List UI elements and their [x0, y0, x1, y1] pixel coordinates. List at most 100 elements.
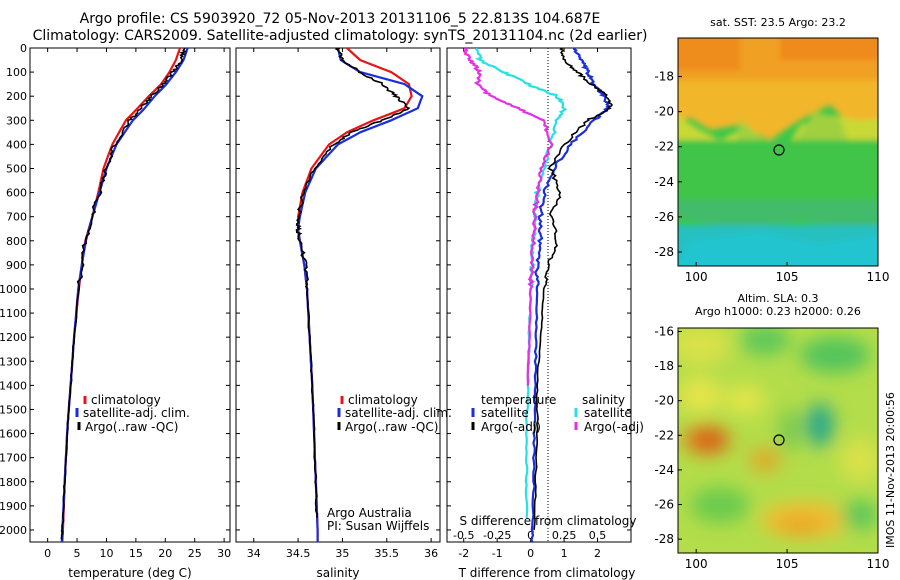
ytick-label: -22 [654, 428, 674, 442]
xtick-label-salinity: 0.25 [552, 529, 577, 542]
legend-label-t-argo: Argo(-adj) [481, 420, 541, 434]
xtick-label-salinity: -0.5 [453, 529, 474, 542]
series-line-argo-raw-qc- [60, 48, 188, 540]
xtick-label: 34 [247, 547, 261, 560]
xtick-label: 35.5 [375, 547, 400, 560]
ytick-label: 1800 [0, 476, 27, 489]
legend-label-argo: Argo(..raw -QC) [85, 420, 178, 434]
xtick-label-salinity: -0.25 [483, 529, 511, 542]
ytick-label: -26 [654, 498, 674, 512]
legend-label-satellite: satellite-adj. clim. [345, 406, 452, 420]
xtick-label: 0 [527, 547, 534, 560]
xtick-label: 0 [44, 547, 51, 560]
legend-group-salinity: salinity [582, 393, 625, 407]
xtick-label: 110 [867, 270, 890, 284]
difference-panel-frame [446, 47, 632, 543]
legend-label-climatology: climatology [348, 393, 418, 407]
argo-float-marker [773, 434, 785, 446]
xtick-label: 25 [188, 547, 202, 560]
ytick-label: 1100 [0, 307, 27, 320]
xtick-label: 10 [99, 547, 113, 560]
ytick-label: 300 [6, 114, 27, 127]
ytick-label: 1000 [0, 283, 27, 296]
sla-map-title-line2: Argo h1000: 0.23 h2000: 0.26 [695, 305, 861, 318]
argo-australia-label: Argo Australia [327, 506, 412, 520]
xtick-label: 35 [335, 547, 349, 560]
xtick-label: 2 [594, 547, 601, 560]
ytick-label: 0 [20, 42, 27, 55]
pi-label: PI: Susan Wijffels [327, 519, 429, 533]
xtick-label: 110 [867, 557, 890, 571]
series-line-argo-raw-qc- [295, 48, 411, 519]
temperature-panel-frame [29, 47, 231, 543]
ytick-label: 1700 [0, 452, 27, 465]
xtick-label: 34.5 [286, 547, 311, 560]
salinity-axes: 34 34.5 35 35.5 36 [236, 47, 440, 560]
ytick-label: 1300 [0, 355, 27, 368]
ytick-label: -20 [654, 105, 674, 119]
temperature-legend: climatology satellite-adj. clim. Argo(..… [75, 393, 190, 434]
xtick-label: 105 [776, 557, 799, 571]
ytick-label: -22 [654, 140, 674, 154]
ytick-label: -28 [654, 245, 674, 259]
argo-float-marker [773, 144, 785, 156]
ytick-label: 200 [6, 90, 27, 103]
difference-series [462, 48, 613, 542]
legend-label-s-satellite: satellite [584, 406, 632, 420]
ytick-label: -28 [654, 532, 674, 546]
difference-legend: temperature salinity satellite Argo(-adj… [471, 393, 644, 434]
ytick-label: -16 [654, 324, 674, 338]
sst-map [678, 38, 878, 266]
ytick-label: 1400 [0, 379, 27, 392]
ytick-label: 1500 [0, 403, 27, 416]
xtick-label: 100 [685, 270, 708, 284]
difference-axes: -2 -1 0 1 2 -0.5 -0.25 0 0.25 0.5 [447, 47, 631, 560]
temperature-series [60, 48, 189, 542]
temperature-xlabel: temperature (deg C) [68, 566, 191, 580]
temperature-axes: 0100200300400500600700800900100011001200… [0, 42, 231, 560]
xtick-label: 1 [561, 547, 568, 560]
legend-label-s-argo: Argo(-adj) [584, 420, 644, 434]
salinity-legend: climatology satellite-adj. clim. Argo(..… [327, 393, 452, 533]
ytick-label: 1200 [0, 331, 27, 344]
xtick-label: -2 [458, 547, 469, 560]
xtick-label: -1 [492, 547, 503, 560]
xtick-label: 20 [158, 547, 172, 560]
legend-label-argo: Argo(..raw -QC) [345, 420, 438, 434]
ytick-label: 1600 [0, 428, 27, 441]
ytick-label: -20 [654, 394, 674, 408]
salinity-panel-frame [235, 47, 441, 543]
xtick-label: 100 [685, 557, 708, 571]
xtick-label-salinity: 0 [527, 529, 534, 542]
sla-map-axes: 100 105 110 -16 -18 -20 -22 -24 -26 -28 [654, 324, 889, 571]
difference-xlabel: T difference from climatology [458, 566, 636, 580]
series-line-salinity-argo-adj- [462, 48, 554, 386]
xtick-label: 5 [74, 547, 81, 560]
ytick-label: -18 [654, 359, 674, 373]
legend-label-t-satellite: satellite [481, 406, 529, 420]
sla-map [678, 328, 878, 553]
figure-title-line1: Argo profile: CS 5903920_72 05-Nov-2013 … [79, 11, 601, 27]
salinity-xlabel: salinity [316, 566, 359, 580]
figure-title-line2: Climatology: CARS2009. Satellite-adjuste… [32, 28, 648, 44]
ytick-label: -26 [654, 210, 674, 224]
series-line-temperature-argo-adj- [533, 48, 613, 531]
ytick-label: -24 [654, 463, 674, 477]
sst-map-title: sat. SST: 23.5 Argo: 23.2 [710, 16, 846, 29]
legend-group-temperature: temperature [481, 393, 556, 407]
legend-label-satellite: satellite-adj. clim. [83, 406, 190, 420]
ytick-label: -24 [654, 175, 674, 189]
ytick-label: 500 [6, 162, 27, 175]
sst-map-axes: 100 105 110 -18 -20 -22 -24 -26 -28 [654, 70, 889, 284]
legend-label-climatology: climatology [91, 393, 161, 407]
salinity-series [295, 48, 424, 542]
ytick-label: 100 [6, 66, 27, 79]
ytick-label: 1900 [0, 500, 27, 513]
difference-xlabel-top: S difference from climatology [460, 514, 637, 528]
ytick-label: 600 [6, 187, 27, 200]
ytick-label: 800 [6, 235, 27, 248]
xtick-label: 15 [129, 547, 143, 560]
sla-map-title-line1: Altim. SLA: 0.3 [737, 292, 819, 305]
ytick-label: 2000 [0, 524, 27, 537]
